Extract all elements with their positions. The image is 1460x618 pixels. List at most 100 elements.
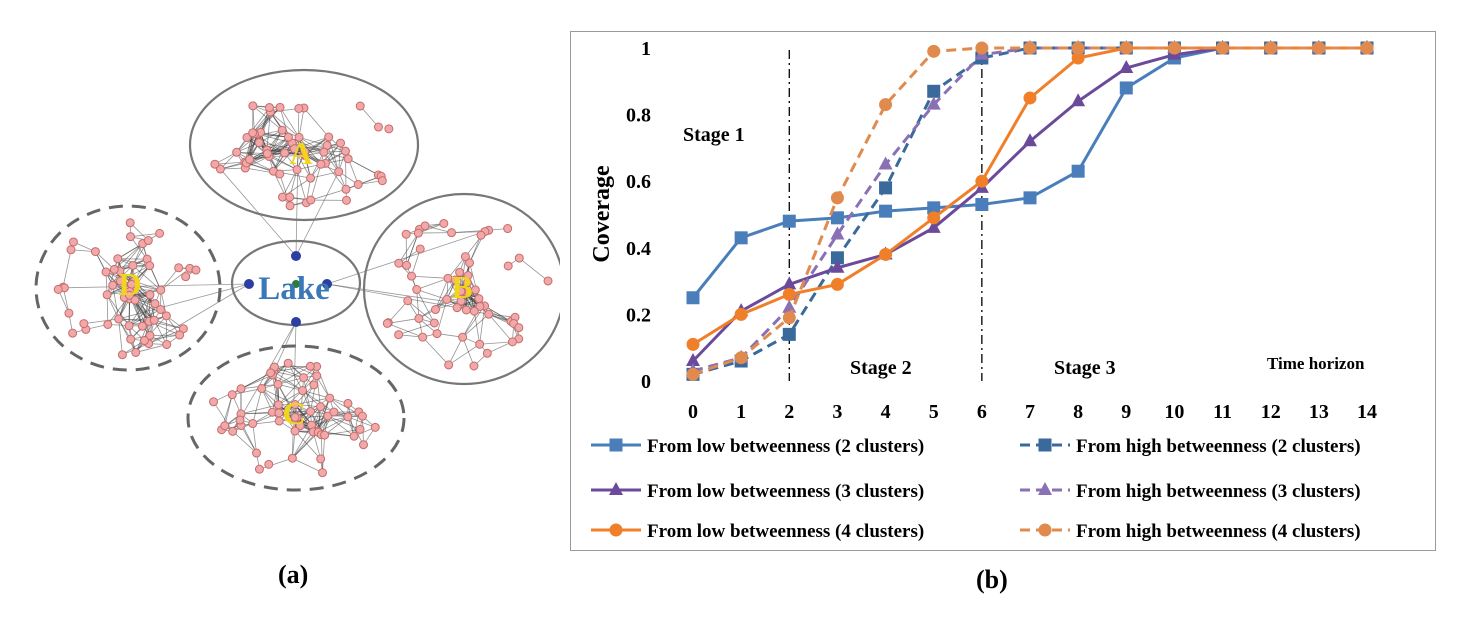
network-edge <box>62 249 72 288</box>
data-point <box>927 201 941 215</box>
network-edge <box>142 294 151 327</box>
network-node <box>290 426 300 436</box>
network-edge <box>294 384 315 405</box>
network-node <box>290 412 300 422</box>
cluster-label-a: A <box>289 135 312 171</box>
network-edge <box>416 277 449 290</box>
data-point <box>734 351 748 365</box>
network-node <box>305 361 315 371</box>
network-edge <box>292 424 312 459</box>
network-edge <box>469 235 482 263</box>
network-edge <box>282 169 298 198</box>
network-node <box>316 159 326 169</box>
y-tick-label: 0.8 <box>626 105 651 127</box>
network-node <box>343 154 353 164</box>
cluster-c-boundary <box>186 344 406 492</box>
network-edge <box>324 416 349 436</box>
network-edge <box>407 300 435 324</box>
network-node <box>355 424 365 434</box>
network-edge <box>272 384 279 413</box>
network-node <box>353 179 363 189</box>
network-edge <box>118 318 137 353</box>
data-point <box>1071 41 1085 55</box>
legend-item: From high betweenness (3 clusters) <box>1020 481 1361 502</box>
network-node <box>280 148 290 158</box>
data-point <box>782 327 796 341</box>
legend-label: From low betweenness (3 clusters) <box>647 481 924 502</box>
network-node <box>320 430 330 440</box>
network-node <box>317 468 327 478</box>
network-node <box>355 101 365 111</box>
lake-node <box>292 280 300 288</box>
cluster-d-boundary <box>34 204 222 372</box>
network-edge <box>326 283 458 309</box>
network-node <box>357 411 367 421</box>
data-point <box>830 211 844 225</box>
network-node <box>285 192 295 202</box>
data-point <box>830 226 845 240</box>
data-point <box>926 219 941 233</box>
network-node <box>220 421 230 431</box>
network-node <box>343 398 353 408</box>
network-edge <box>447 256 466 279</box>
data-point <box>782 214 796 228</box>
x-tick-label: 2 <box>784 401 794 423</box>
network-edge <box>479 305 485 345</box>
network-node <box>309 380 319 390</box>
network-edge <box>326 283 480 307</box>
network-node <box>228 426 238 436</box>
network-node <box>209 397 219 407</box>
network-edge <box>213 388 242 403</box>
network-edge <box>462 313 489 338</box>
data-point <box>782 276 797 290</box>
network-node <box>447 228 457 238</box>
network-node <box>336 138 346 148</box>
network-edge <box>465 282 468 311</box>
network-edge <box>327 415 361 430</box>
network-node <box>458 332 468 342</box>
chart-series <box>686 40 1374 381</box>
network-edge <box>298 137 322 165</box>
network-node <box>274 408 284 418</box>
network-node <box>277 125 287 135</box>
data-point <box>1071 93 1086 107</box>
network-node <box>130 295 140 305</box>
network-edge <box>106 294 109 325</box>
network-node <box>343 412 353 422</box>
network-node <box>475 301 485 311</box>
network-node <box>370 422 380 432</box>
network-node <box>210 159 220 169</box>
network-node <box>401 229 411 239</box>
network-edge <box>302 390 335 413</box>
cluster-label-d: D <box>118 266 141 302</box>
network-node <box>262 149 272 159</box>
network-edge <box>135 286 150 322</box>
data-point <box>734 307 748 321</box>
network-node <box>257 384 267 394</box>
legend-label: From high betweenness (2 clusters) <box>1076 436 1361 457</box>
network-edge <box>318 416 349 433</box>
y-axis-title: Coverage <box>589 165 615 263</box>
network-edge <box>278 390 303 414</box>
network-node <box>273 379 283 389</box>
cluster-b-boundary <box>362 192 560 386</box>
chart-axes: 00.20.40.60.810 1 2 3 4 5 6 7 8 9 10 11 12 13 14 <box>626 38 1377 423</box>
network-edge <box>240 404 279 415</box>
network-node <box>128 260 138 270</box>
network-edge <box>278 377 304 406</box>
network-edge <box>292 432 319 459</box>
data-point <box>1264 41 1278 55</box>
data-point <box>879 181 893 195</box>
network-node <box>455 267 465 277</box>
network-edge <box>232 431 257 454</box>
network-node <box>175 330 185 340</box>
network-node <box>266 368 276 378</box>
network-node <box>174 263 184 273</box>
legend-label: From high betweenness (3 clusters) <box>1076 481 1361 502</box>
network-edge <box>398 232 419 264</box>
series-line <box>691 46 1367 299</box>
x-tick-label: 8 <box>1073 401 1083 423</box>
network-edge <box>240 374 273 390</box>
network-edge <box>120 265 150 282</box>
legend-marker <box>1038 482 1052 495</box>
